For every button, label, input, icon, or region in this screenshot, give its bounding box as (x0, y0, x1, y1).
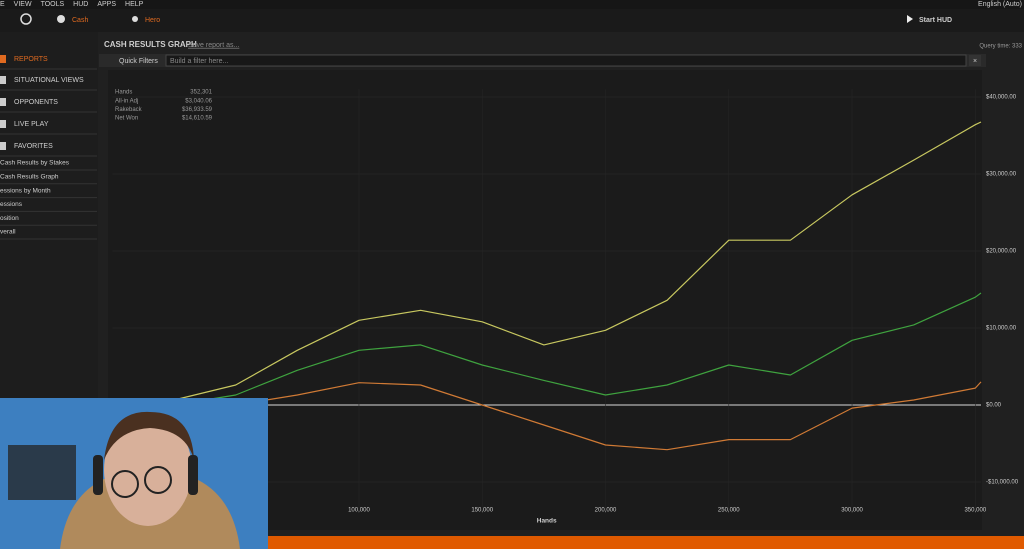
report-link[interactable]: Cash Results Graph (0, 174, 59, 181)
x-tick-label: 350,000 (964, 508, 986, 514)
hero-button[interactable]: Hero (145, 17, 160, 24)
x-tick-label: 300,000 (841, 508, 863, 514)
stat-value: $14,610.59 (182, 116, 213, 122)
clear-icon: × (973, 58, 977, 65)
sidebar-section[interactable]: REPORTS (14, 56, 48, 63)
cash-button[interactable]: Cash (72, 17, 88, 24)
stat-label: Rakeback (115, 107, 143, 113)
x-tick-label: 100,000 (348, 508, 370, 514)
hero-icon (132, 16, 138, 22)
y-tick-label: $30,000.00 (986, 172, 1017, 178)
stat-value: $36,933.59 (182, 107, 213, 113)
save-report[interactable]: Save report as... (188, 42, 239, 49)
y-tick-label: -$10,000.00 (986, 480, 1019, 486)
monitor (8, 445, 76, 500)
filter-input[interactable] (165, 54, 967, 67)
stat-label: All-in Adj (115, 98, 138, 104)
report-link[interactable]: verall (0, 229, 16, 236)
series-line (112, 121, 982, 406)
toolbar (0, 9, 1024, 32)
stat-value: 352,301 (190, 90, 212, 96)
person-hair (104, 411, 194, 460)
sidebar-section[interactable]: OPPONENTS (14, 99, 58, 106)
y-tick-label: $10,000.00 (986, 326, 1017, 332)
webcam-overlay (0, 398, 268, 549)
section-icon (0, 142, 6, 150)
headset (188, 455, 198, 495)
cash-icon (57, 15, 65, 23)
section-icon (0, 76, 6, 84)
stat-label: Hands (115, 90, 132, 96)
menu-item[interactable]: APPS (97, 1, 116, 8)
headset (93, 455, 103, 495)
x-tick-label: 250,000 (718, 508, 740, 514)
sidebar-section[interactable]: LIVE PLAY (14, 121, 49, 128)
y-tick-label: $20,000.00 (986, 249, 1017, 255)
section-icon (0, 55, 6, 63)
menu-bar (0, 0, 1024, 9)
report-title: CASH RESULTS GRAPH (104, 40, 197, 49)
menu-item[interactable]: HELP (125, 1, 144, 8)
glasses (144, 466, 172, 494)
play-icon (907, 15, 913, 23)
refresh-icon[interactable] (20, 13, 32, 25)
language[interactable]: English (Auto) (978, 1, 1022, 8)
x-tick-label: 150,000 (471, 508, 493, 514)
report-link[interactable]: essions (0, 201, 23, 208)
section-icon (0, 120, 6, 128)
stat-value: $3,040.06 (185, 98, 212, 104)
report-link[interactable]: osition (0, 215, 19, 222)
quick-filters[interactable]: Quick Filters (119, 58, 158, 65)
query-time: Query time: 333 (979, 44, 1022, 50)
menu-item[interactable]: VIEW (14, 1, 32, 8)
sidebar-section[interactable]: FAVORITES (14, 143, 53, 150)
report-link[interactable]: Cash Results by Stakes (0, 160, 70, 167)
section-icon (0, 98, 6, 106)
person-head (104, 414, 192, 526)
glasses (111, 470, 139, 498)
report-link[interactable]: essions by Month (0, 187, 51, 194)
x-axis-label: Hands (537, 518, 557, 525)
start-hud-button[interactable]: Start HUD (919, 17, 952, 24)
filter-placeholder: Build a filter here... (170, 58, 228, 65)
series-line (112, 292, 982, 406)
y-tick-label: $40,000.00 (986, 95, 1017, 101)
y-tick-label: $0.00 (986, 403, 1002, 409)
menu-item[interactable]: HUD (73, 1, 88, 8)
stat-label: Net Won (115, 116, 138, 122)
sidebar-section[interactable]: SITUATIONAL VIEWS (14, 77, 84, 84)
menu-item[interactable]: E (0, 1, 5, 8)
x-tick-label: 200,000 (595, 508, 617, 514)
menu-item[interactable]: TOOLS (41, 1, 65, 8)
clear-filter[interactable] (969, 55, 981, 66)
